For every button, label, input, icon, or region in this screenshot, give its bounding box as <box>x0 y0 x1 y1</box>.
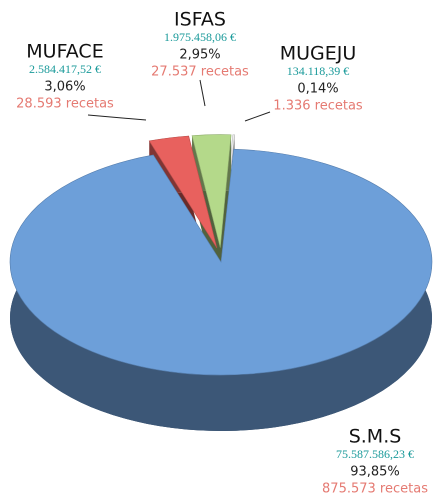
amount-label: 75.587.586,23 € <box>336 447 414 461</box>
amount-label: 134.118,39 € <box>287 64 350 78</box>
labels: S.M.S75.587.586,23 € 93,85% 875.573 receta… <box>16 9 428 497</box>
slice-name: MUFACE <box>26 41 103 63</box>
value-label: 0,14% <box>297 82 338 97</box>
leader-line <box>244 111 271 122</box>
slice-name: S.M.S <box>349 426 402 448</box>
value-label: 3,06% <box>44 80 85 95</box>
leader-line <box>199 79 206 107</box>
slice-top <box>148 135 218 249</box>
value-label: 93,85% <box>350 465 400 480</box>
slice-name: ISFAS <box>174 9 226 31</box>
slice-top <box>9 148 433 376</box>
recetas-label: 1.336 recetas <box>273 99 363 114</box>
value-label: 2,95% <box>179 48 220 63</box>
slice-top <box>191 134 232 248</box>
slice-name: MUGEJU <box>280 43 357 65</box>
pie <box>9 134 433 431</box>
leader-line <box>87 114 147 121</box>
recetas-label: 28.593 recetas <box>16 97 114 112</box>
amount-label: 1.975.458,06 € <box>164 30 236 44</box>
amount-label: 2.584.417,52 € <box>29 62 101 76</box>
recetas-label: 27.537 recetas <box>151 65 249 80</box>
recetas-label: 875.573 recetas <box>322 482 428 497</box>
